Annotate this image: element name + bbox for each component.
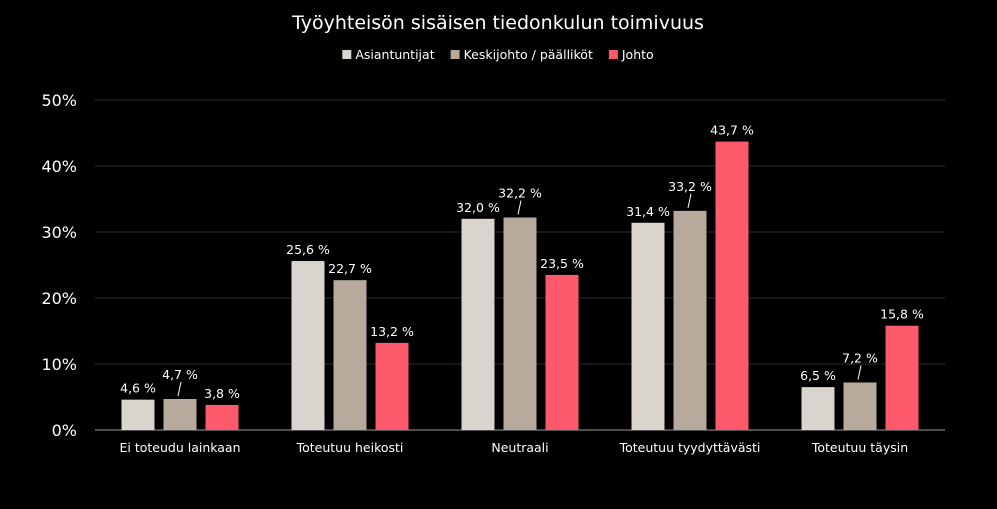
bar <box>461 218 495 430</box>
legend: Asiantuntijat Keskijohto / päälliköt Johto <box>342 47 654 62</box>
bar <box>503 217 537 430</box>
y-tick-label: 0% <box>52 421 77 440</box>
legend-swatch <box>608 50 618 59</box>
data-label: 22,7 % <box>328 261 372 276</box>
legend-item: Johto <box>608 47 654 62</box>
bar <box>715 141 749 430</box>
bar <box>205 404 239 430</box>
bar <box>843 382 877 430</box>
bar <box>121 399 155 430</box>
bar <box>291 261 325 430</box>
y-tick-label: 40% <box>41 157 77 176</box>
y-tick-label: 50% <box>41 91 77 110</box>
y-tick-label: 10% <box>41 355 77 374</box>
chart-title: Työyhteisön sisäisen tiedonkulun toimivu… <box>291 12 704 34</box>
legend-label: Asiantuntijat <box>355 47 434 62</box>
data-label: 6,5 % <box>800 368 836 383</box>
legend-item: Keskijohto / päälliköt <box>450 47 593 62</box>
x-tick-label: Toteutuu tyydyttävästi <box>619 440 761 455</box>
data-label: 32,0 % <box>456 200 500 215</box>
legend-swatch <box>342 50 352 59</box>
x-tick-label: Ei toteudu lainkaan <box>119 440 240 455</box>
data-label: 25,6 % <box>286 242 330 257</box>
x-axis: Ei toteudu lainkaan Toteutuu heikosti Neut… <box>119 440 908 455</box>
bar <box>163 398 197 430</box>
bar <box>545 274 579 430</box>
x-tick-label: Toteutuu täysin <box>811 440 908 455</box>
bars: 4,6 %4,7 %3,8 %25,6 %22,7 %13,2 %32,0 %3… <box>120 123 924 430</box>
data-label: 31,4 % <box>626 204 670 219</box>
y-axis: 0% 10% 20% 30% 40% 50% <box>41 91 77 440</box>
x-tick-label: Neutraali <box>491 440 548 455</box>
legend-label: Johto <box>621 47 654 62</box>
data-label: 3,8 % <box>204 386 240 401</box>
label-leader-line <box>517 200 522 215</box>
data-label: 32,2 % <box>498 185 542 200</box>
legend-label: Keskijohto / päälliköt <box>464 47 593 62</box>
data-label: 33,2 % <box>668 179 712 194</box>
data-label: 43,7 % <box>710 123 754 138</box>
bar <box>631 222 665 430</box>
bar <box>333 280 367 430</box>
data-label: 23,5 % <box>540 256 584 271</box>
label-leader-line <box>177 381 182 397</box>
x-tick-label: Toteutuu heikosti <box>296 440 404 455</box>
data-label: 4,7 % <box>162 367 198 382</box>
data-label: 15,8 % <box>880 307 924 322</box>
bar <box>673 210 707 430</box>
y-tick-label: 30% <box>41 223 77 242</box>
y-tick-label: 20% <box>41 289 77 308</box>
bar <box>801 387 835 430</box>
data-label: 4,6 % <box>120 381 156 396</box>
data-label: 7,2 % <box>842 350 878 365</box>
data-label: 13,2 % <box>370 324 414 339</box>
bar <box>375 342 409 430</box>
legend-swatch <box>450 50 460 59</box>
legend-item: Asiantuntijat <box>342 47 435 62</box>
label-leader-line <box>857 365 862 380</box>
label-leader-line <box>687 193 692 208</box>
bar <box>885 325 919 430</box>
